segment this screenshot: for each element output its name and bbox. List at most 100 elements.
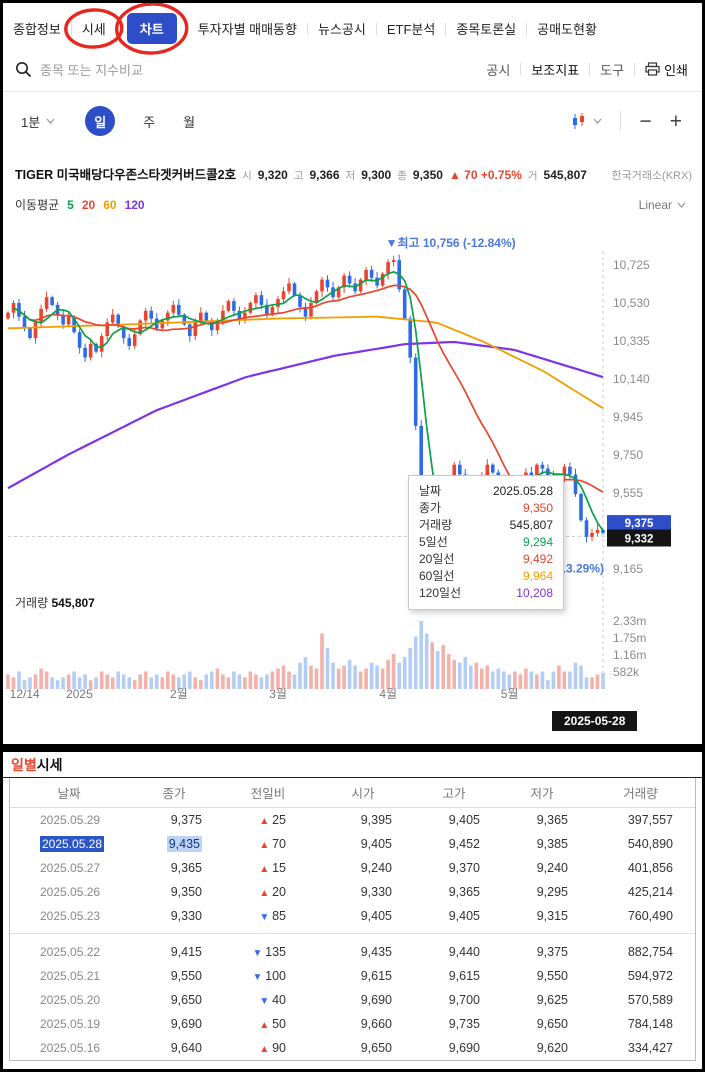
printer-icon xyxy=(645,62,660,76)
period-주[interactable]: 주 xyxy=(143,114,156,130)
quick-link-3[interactable]: 도구 xyxy=(600,60,624,79)
tooltip-label: 60일선 xyxy=(419,569,455,583)
tab-2[interactable]: 시세 xyxy=(81,22,106,37)
tooltip-label: 종가 xyxy=(419,501,442,515)
open-cell: 9,660 xyxy=(360,1017,392,1031)
x-axis-label: 3월 xyxy=(269,687,287,701)
daily-price-section: 일별시세 날짜 종가 전일비 시가 고가 저가 거래량 2025.05.29 9,375 ▲ 2… xyxy=(3,752,702,1069)
date-cell: 2025.05.21 xyxy=(10,969,128,983)
separator xyxy=(70,22,72,35)
volume-cell: 334,427 xyxy=(627,1041,673,1055)
up-arrow-icon: ▲ xyxy=(259,840,273,851)
tab-8[interactable]: 공매도현황 xyxy=(537,22,597,37)
quick-link-1[interactable]: 공시 xyxy=(486,60,510,79)
open-cell: 9,330 xyxy=(360,885,392,899)
nav-tabs: 종합정보 시세 차트 투자자별 매매동향 뉴스공시 ETF분석 종목토론실 공매도현황 xyxy=(13,13,597,44)
date-cell: 2025.05.26 xyxy=(10,885,128,899)
close-value: 9,415 xyxy=(170,945,202,959)
daily-row[interactable]: 2025.05.26 9,350 ▲ 20 9,330 9,365 9,295 425,21… xyxy=(10,880,695,904)
symbol-search-input[interactable]: 종목 또는 지수비교 xyxy=(15,60,143,79)
high-cell: 9,615 xyxy=(448,969,480,983)
daily-row[interactable]: 2025.05.28 9,435 ▲ 70 9,405 9,452 9,385 540,89… xyxy=(10,832,695,856)
open-cell: 9,650 xyxy=(360,1041,392,1055)
separator xyxy=(634,63,636,75)
up-arrow-icon: ▲ xyxy=(259,888,273,899)
low-cell: 9,315 xyxy=(536,909,568,923)
tab-1[interactable]: 종합정보 xyxy=(13,22,61,37)
chart-type-dropdown[interactable] xyxy=(571,112,602,130)
table-header-row: 날짜 종가 전일비 시가 고가 저가 거래량 xyxy=(10,778,695,808)
daily-row[interactable]: 2025.05.20 9,650 ▼ 40 9,690 9,700 9,625 570,58… xyxy=(10,988,695,1012)
daily-row[interactable]: 2025.05.23 9,330 ▼ 85 9,405 9,405 9,315 760,49… xyxy=(10,904,695,928)
quick-link-label: 인쇄 xyxy=(664,62,688,78)
close-value: 9,550 xyxy=(170,969,202,983)
daily-row[interactable]: 2025.05.19 9,690 ▲ 50 9,660 9,735 9,650 784,14… xyxy=(10,1012,695,1036)
interval-dropdown[interactable]: 1분 xyxy=(21,112,55,131)
daily-row[interactable]: 2025.05.22 9,415 ▼ 135 9,435 9,440 9,375 882,7… xyxy=(10,940,695,964)
price-axis-label: 9,165 xyxy=(613,562,643,576)
high-label: 고 xyxy=(293,170,304,182)
tab-6[interactable]: ETF분석 xyxy=(386,22,436,37)
table-body: 2025.05.29 9,375 ▲ 25 9,395 9,405 9,365 397,55… xyxy=(10,808,695,1060)
chevron-down-icon xyxy=(677,202,686,208)
search-bar: 종목 또는 지수비교 공시 보조지표 도구 인쇄 xyxy=(3,51,702,91)
date-cell: 2025.05.23 xyxy=(10,909,128,923)
high-cell: 9,700 xyxy=(448,993,480,1007)
tooltip-value: 9,492 xyxy=(522,552,553,566)
close-label: 종 xyxy=(397,170,407,182)
period-일[interactable]: 일 xyxy=(85,106,116,136)
tab-3[interactable]: 차트 xyxy=(126,13,177,44)
up-arrow-icon: ▲ xyxy=(259,1044,273,1055)
quick-link-4[interactable]: 인쇄 xyxy=(645,60,688,79)
volume-cell: 425,214 xyxy=(627,885,673,899)
stock-summary: TIGER 미국배당다우존스타겟커버드콜2호 시 9,320 고 9,366 저… xyxy=(15,164,587,183)
scale-dropdown[interactable]: Linear xyxy=(639,198,686,212)
date-value: 2025.05.28 xyxy=(40,836,105,852)
tab-7[interactable]: 종목토론실 xyxy=(456,22,517,37)
volume-value: 545,807 xyxy=(543,168,587,182)
change-cell: ▲ 20 xyxy=(259,885,286,899)
search-placeholder: 종목 또는 지수비교 xyxy=(40,62,143,78)
high-cell: 9,405 xyxy=(448,813,480,827)
volume-axis-label: 1.75m xyxy=(613,631,646,645)
low-cell: 9,550 xyxy=(536,969,568,983)
period-월[interactable]: 월 xyxy=(183,114,196,130)
daily-row[interactable]: 2025.05.16 9,640 ▲ 90 9,650 9,690 9,620 334,42… xyxy=(10,1036,695,1060)
date-cell: 2025.05.29 xyxy=(10,813,128,827)
quick-link-2[interactable]: 보조지표 xyxy=(531,60,579,79)
zoom-out-button[interactable]: − xyxy=(639,109,652,133)
change-cell: ▲ 50 xyxy=(259,1017,286,1031)
open-cell: 9,395 xyxy=(360,813,392,827)
close-cell: 9,350 xyxy=(128,885,220,899)
separator xyxy=(526,22,528,35)
column-header: 전일비 xyxy=(250,787,286,801)
low-cell: 9,620 xyxy=(536,1041,568,1055)
volume-cell: 570,589 xyxy=(627,993,673,1007)
open-value: 9,320 xyxy=(257,168,288,182)
tooltip-row: 60일선 9,964 xyxy=(419,568,553,585)
chevron-down-icon xyxy=(593,118,602,124)
column-header: 날짜 xyxy=(57,787,81,801)
down-arrow-icon: ▼ xyxy=(252,972,266,983)
daily-row[interactable]: 2025.05.29 9,375 ▲ 25 9,395 9,405 9,365 397,55… xyxy=(10,808,695,832)
tooltip-label: 20일선 xyxy=(419,552,455,566)
zoom-in-button[interactable]: + xyxy=(669,109,682,133)
change-cell: ▼ 100 xyxy=(252,969,286,983)
ma-periods: 5 20 60 120 xyxy=(67,198,144,212)
daily-row[interactable]: 2025.05.27 9,365 ▲ 15 9,240 9,370 9,240 401,85… xyxy=(10,856,695,880)
ma-legend-bar: 이동평균 5 20 60 120 Linear xyxy=(3,183,702,213)
high-cell: 9,370 xyxy=(448,861,480,875)
price-chart[interactable]: 10,725 10,530 10,335 10,140 9,945 9,750 9,555 9… xyxy=(3,217,702,705)
tab-5[interactable]: 뉴스공시 xyxy=(317,22,366,37)
price-axis-label: 10,140 xyxy=(613,372,650,386)
x-axis-label: 2월 xyxy=(170,687,188,701)
low-cell: 9,625 xyxy=(536,993,568,1007)
close-cell: 9,435 xyxy=(128,836,220,852)
daily-row[interactable]: 2025.05.21 9,550 ▼ 100 9,615 9,615 9,550 594,9… xyxy=(10,964,695,988)
candlestick-chart-icon xyxy=(573,112,585,129)
interval-label: 1분 xyxy=(21,114,41,130)
tab-4[interactable]: 투자자별 매매동향 xyxy=(197,22,297,37)
column-header: 종가 xyxy=(162,787,186,801)
